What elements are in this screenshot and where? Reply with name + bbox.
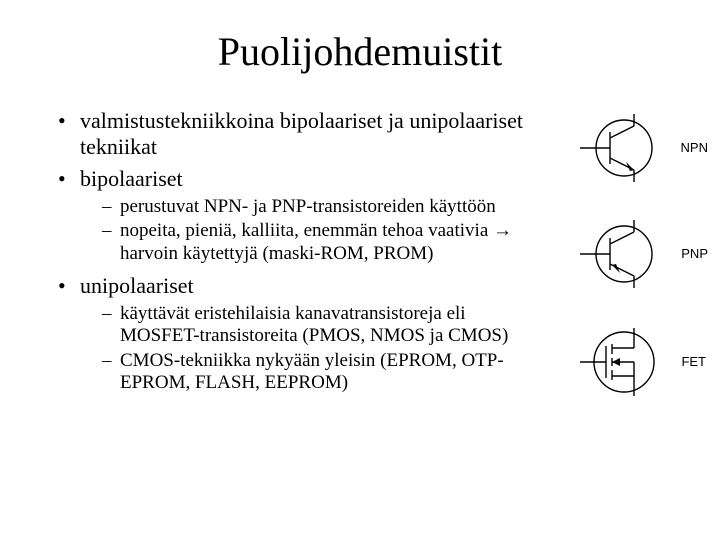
sub-bullet-list: perustuvat NPN- ja PNP-transistoreiden k… bbox=[80, 196, 538, 265]
bullet-text: bipolaariset bbox=[80, 166, 183, 191]
sub-bullet-item: nopeita, pieniä, kalliita, enemmän tehoa… bbox=[102, 220, 538, 265]
bullet-text: valmistustekniikkoina bipolaariset ja un… bbox=[80, 108, 523, 159]
sub-bullet-item: käyttävät eristehilaisia kanavatransisto… bbox=[102, 303, 538, 348]
content-area: valmistustekniikkoina bipolaariset ja un… bbox=[58, 108, 538, 403]
sub-bullet-text: perustuvat NPN- ja PNP-transistoreiden k… bbox=[120, 196, 496, 217]
fet-symbol-icon bbox=[576, 320, 686, 404]
bullet-list: valmistustekniikkoina bipolaariset ja un… bbox=[58, 108, 538, 395]
bullet-item: unipolaariset käyttävät eristehilaisia k… bbox=[58, 273, 538, 395]
bullet-item: bipolaariset perustuvat NPN- ja PNP-tran… bbox=[58, 166, 538, 265]
sub-bullet-item: perustuvat NPN- ja PNP-transistoreiden k… bbox=[102, 196, 538, 218]
page-title: Puolijohdemuistit bbox=[0, 28, 720, 75]
pnp-figure: PNP bbox=[556, 214, 706, 294]
pnp-symbol-icon bbox=[576, 214, 686, 294]
fet-label: FET bbox=[681, 354, 706, 369]
sub-bullet-list: käyttävät eristehilaisia kanavatransisto… bbox=[80, 303, 538, 395]
slide: Puolijohdemuistit valmistustekniikkoina … bbox=[0, 0, 720, 540]
pnp-label: PNP bbox=[681, 246, 708, 261]
sub-bullet-item: CMOS-tekniikka nykyään yleisin (EPROM, O… bbox=[102, 350, 538, 395]
bullet-item: valmistustekniikkoina bipolaariset ja un… bbox=[58, 108, 538, 160]
sub-bullet-text: käyttävät eristehilaisia kanavatransisto… bbox=[120, 303, 508, 346]
figure-column: NPN PNP bbox=[556, 108, 706, 430]
npn-figure: NPN bbox=[556, 108, 706, 188]
sub-bullet-text: nopeita, pieniä, kalliita, enemmän tehoa… bbox=[120, 220, 512, 263]
npn-label: NPN bbox=[681, 140, 708, 155]
sub-bullet-text: CMOS-tekniikka nykyään yleisin (EPROM, O… bbox=[120, 350, 504, 393]
fet-figure: FET bbox=[556, 320, 706, 404]
npn-symbol-icon bbox=[576, 108, 686, 188]
bullet-text: unipolaariset bbox=[80, 273, 194, 298]
